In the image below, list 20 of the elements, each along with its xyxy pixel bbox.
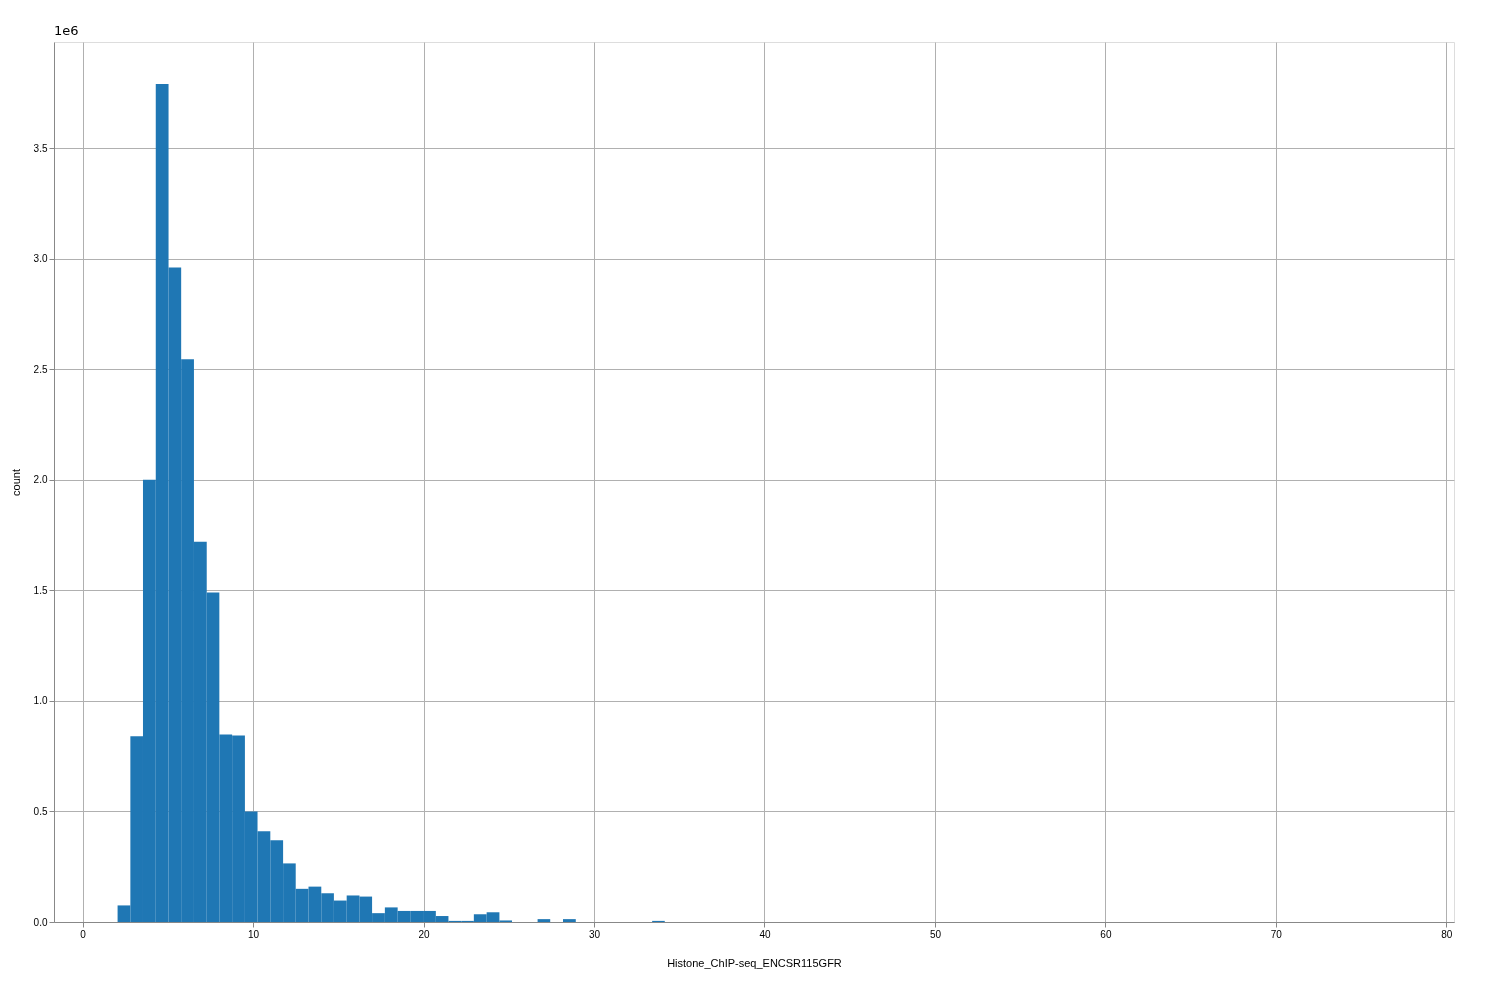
y-tick-label: 3.5 <box>33 142 48 154</box>
x-tick-label: 80 <box>1441 928 1453 940</box>
text: 1e6 <box>54 23 79 38</box>
x-tick-label: 10 <box>248 928 260 940</box>
y-tick-label: 0.0 <box>33 916 48 928</box>
x-tick-label: 30 <box>588 928 601 940</box>
y-tick-label: 2.5 <box>33 363 48 375</box>
y-tick-label: 0.5 <box>33 805 48 817</box>
x-tick-label: 20 <box>418 928 431 940</box>
x-tick-label: 40 <box>759 928 771 940</box>
x-tick-label: 70 <box>1270 928 1283 940</box>
y-tick-label: 1.0 <box>33 695 48 707</box>
y-tick-label: 3.0 <box>33 253 48 265</box>
x-tick-label: 0 <box>80 928 87 940</box>
x-tick-label: 60 <box>1100 928 1112 940</box>
x-tick-label: 50 <box>929 928 942 940</box>
y-tick-label: 2.0 <box>33 474 48 486</box>
y-axis-title: count <box>9 469 22 496</box>
y-tick-label: 1.5 <box>33 584 48 596</box>
x-axis-title: Histone_ChIP-seq_ENCSR115GFR <box>667 956 842 969</box>
